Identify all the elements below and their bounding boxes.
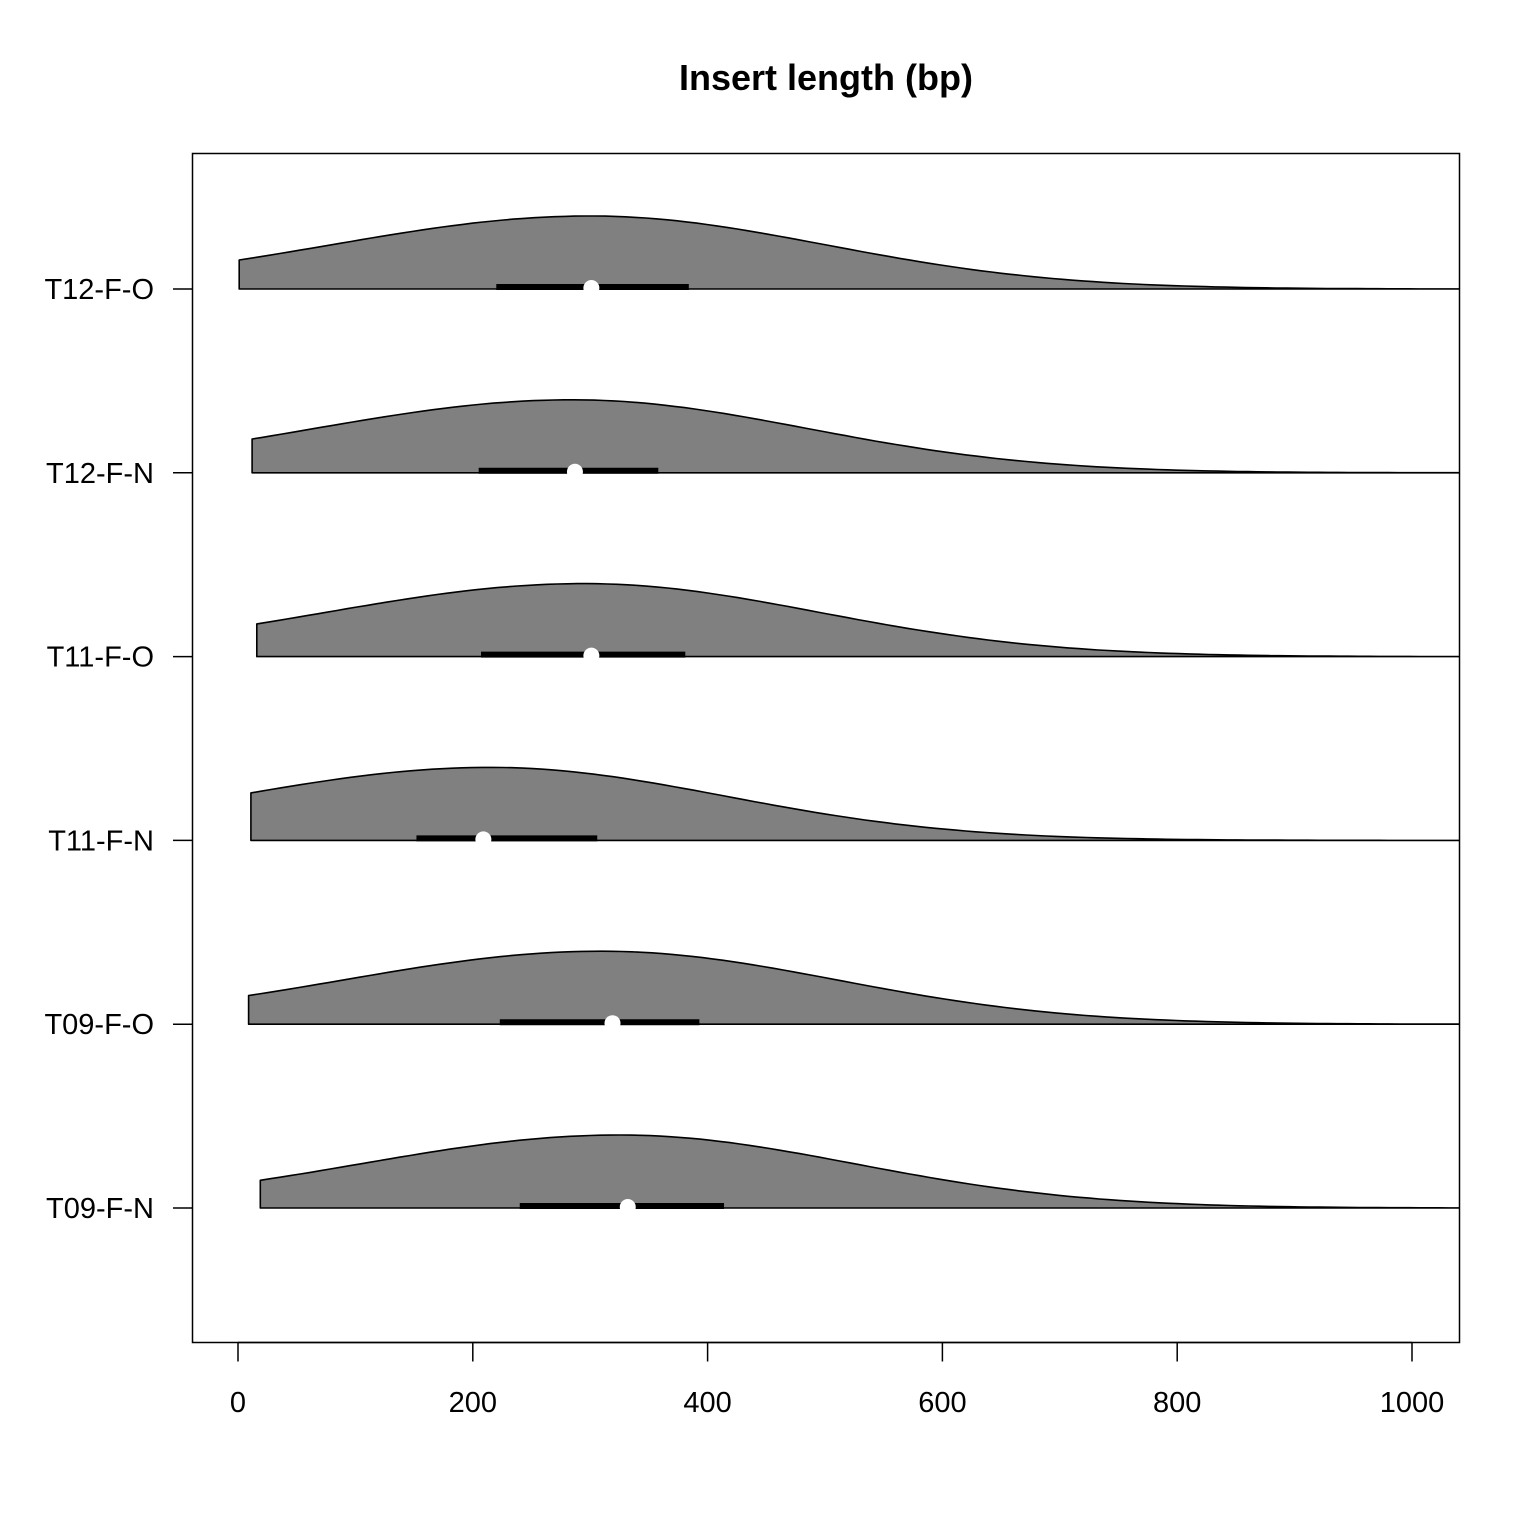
y-tick-label: T11-F-N (48, 825, 154, 857)
violin-T12-F-N (251, 399, 1460, 480)
violin-shape (247, 950, 1460, 1025)
violin-T11-F-O (256, 582, 1460, 664)
y-tick-label: T11-F-O (47, 642, 154, 674)
x-tick-label: 1000 (1380, 1387, 1445, 1419)
median-dot (566, 463, 583, 480)
y-tick-label: T09-F-O (44, 1009, 154, 1041)
violin-T12-F-O (238, 215, 1460, 296)
y-tick-label: T09-F-N (46, 1193, 154, 1225)
x-tick-label: 600 (918, 1387, 966, 1419)
violin-shape (251, 399, 1460, 474)
violin-shape (250, 766, 1460, 842)
median-dot (619, 1199, 636, 1215)
violin-shape (259, 1134, 1460, 1209)
plot-frame (191, 152, 1461, 1344)
median-dot (583, 280, 600, 296)
x-tick-label: 200 (449, 1387, 497, 1419)
y-tick-label: T12-F-O (44, 274, 154, 306)
chart-title: Insert length (bp) (679, 57, 973, 98)
violin-T09-F-N (259, 1134, 1460, 1215)
violin-shape (238, 215, 1460, 290)
y-tick-label: T12-F-N (46, 458, 154, 490)
violin-T11-F-N (250, 766, 1460, 848)
median-dot (604, 1015, 621, 1032)
violin-T09-F-O (247, 950, 1460, 1032)
violin-shape (256, 582, 1460, 658)
y-axis: T12-F-O T12-F-N T11-F-O T11-F-N T09-F-O T09-F… (44, 274, 193, 1225)
violins-layer (238, 215, 1460, 1215)
x-tick-label: 400 (683, 1387, 731, 1419)
median-dot (475, 831, 492, 848)
x-tick-label: 0 (230, 1387, 246, 1419)
x-tick-label: 800 (1153, 1387, 1201, 1419)
x-axis: 0 200 400 600 800 1000 (230, 1341, 1445, 1419)
median-dot (583, 647, 600, 664)
